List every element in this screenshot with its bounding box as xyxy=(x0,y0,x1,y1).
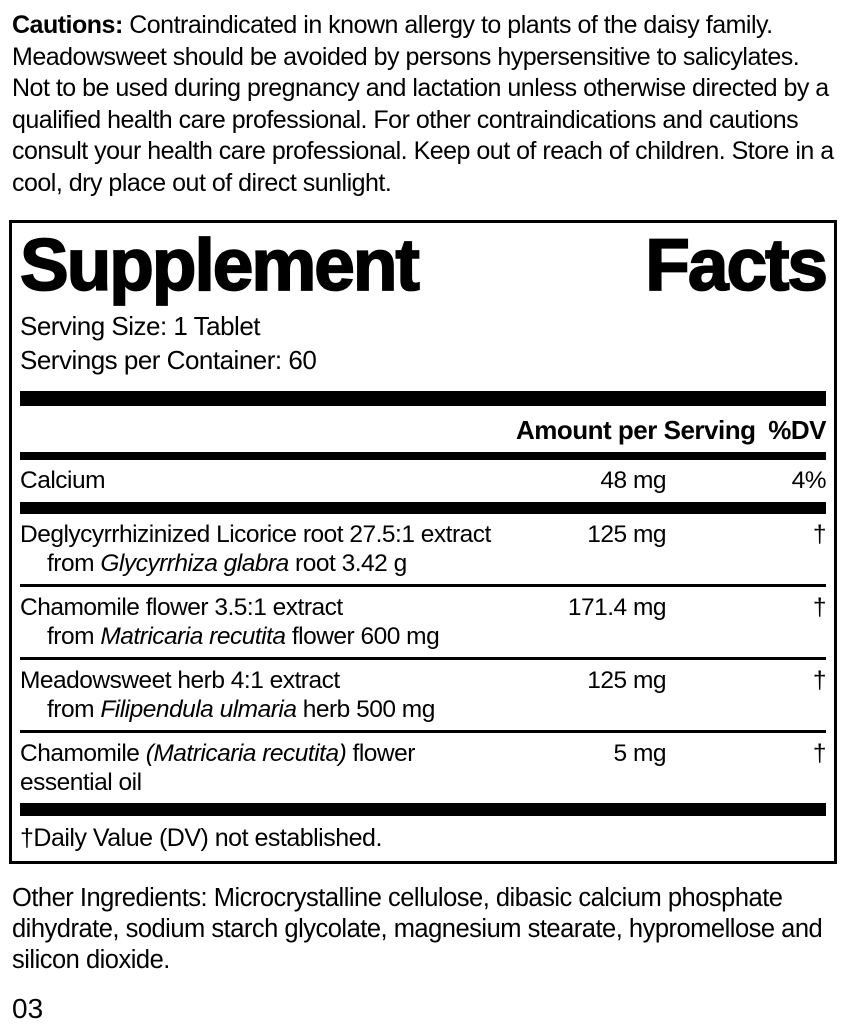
name-text: Chamomile flower 3.5:1 extract xyxy=(20,594,343,621)
ingredient-dv: † xyxy=(812,594,827,621)
ingredient-row-meadowsweet: Meadowsweet herb 4:1 extract from Filipe… xyxy=(20,660,827,730)
ingredient-name-line1: Chamomile flower 3.5:1 extract xyxy=(20,593,516,622)
name-text: flower 600 mg xyxy=(285,623,440,650)
serving-size: Serving Size: 1 Tablet xyxy=(20,311,261,341)
ingredient-amount: 125 mg xyxy=(587,521,666,548)
ingredient-name: Chamomile flower 3.5:1 extract from Matr… xyxy=(20,593,516,651)
ingredient-dv: † xyxy=(812,521,827,548)
other-ingredients-paragraph: Other Ingredients: Microcrystalline cell… xyxy=(12,884,823,974)
ingredient-name: Calcium xyxy=(20,467,106,494)
name-text: flower xyxy=(346,740,416,767)
dv-header: %DV xyxy=(768,415,826,445)
name-text: essential oil xyxy=(20,769,142,796)
latin-name: Glycyrrhiza glabra xyxy=(100,550,289,577)
ingredient-amount: 171.4 mg xyxy=(567,594,667,621)
ingredient-name-line2: from Glycyrrhiza glabra root 3.42 g xyxy=(20,549,516,578)
ingredient-amount: 125 mg xyxy=(587,667,666,694)
cautions-label: Cautions: xyxy=(12,11,123,39)
dv-footnote: †Daily Value (DV) not established. xyxy=(20,824,382,852)
amount-per-serving-header: Amount per Serving xyxy=(516,415,756,445)
supplement-facts-panel: Supplement Facts Serving Size: 1 Tablet … xyxy=(9,220,837,864)
panel-title: Supplement Facts xyxy=(19,224,829,307)
latin-name: (Matricaria recutita) xyxy=(145,740,347,767)
row-divider xyxy=(20,730,826,733)
ingredient-dv: 4% xyxy=(791,467,827,494)
ingredient-name-line2: from Filipendula ulmaria herb 500 mg xyxy=(20,695,516,724)
ingredient-name-line2: from Matricaria recutita flower 600 mg xyxy=(20,622,516,651)
ingredient-row-licorice: Deglycyrrhizinized Licorice root 27.5:1 … xyxy=(20,514,827,584)
latin-name: Matricaria recutita xyxy=(100,623,286,650)
ingredient-row-calcium: Calcium 48 mg 4% xyxy=(20,460,827,502)
name-text: root 3.42 g xyxy=(288,550,407,577)
name-text: from xyxy=(47,623,101,650)
ingredient-row-chamomile-flower: Chamomile flower 3.5:1 extract from Matr… xyxy=(20,587,827,657)
ingredient-amount: 48 mg xyxy=(600,467,666,494)
ingredient-name-line2: essential oil xyxy=(20,768,516,797)
ingredient-name-line1: Deglycyrrhizinized Licorice root 27.5:1 … xyxy=(20,520,516,549)
ingredient-amount: 5 mg xyxy=(613,740,667,767)
ingredient-name: Deglycyrrhizinized Licorice root 27.5:1 … xyxy=(20,520,516,578)
header-divider xyxy=(20,452,826,460)
panel-title-word1: Supplement xyxy=(19,224,421,307)
thick-divider-bottom xyxy=(20,803,826,816)
name-text: from xyxy=(47,550,101,577)
ingredient-name: Chamomile (Matricaria recutita) flower e… xyxy=(20,739,516,797)
name-text: from xyxy=(47,696,101,723)
panel-title-word2: Facts xyxy=(644,224,828,307)
name-text: Deglycyrrhizinized Licorice root 27.5:1 … xyxy=(20,521,491,548)
footer-code: 03 xyxy=(12,993,44,1024)
calcium-divider xyxy=(20,502,826,514)
servings-per-container: Servings per Container: 60 xyxy=(20,345,317,375)
latin-name: Filipendula ulmaria xyxy=(100,696,297,723)
ingredient-name: Meadowsweet herb 4:1 extract from Filipe… xyxy=(20,666,516,724)
thick-divider-top xyxy=(20,391,826,406)
cautions-paragraph: Cautions: Contraindicated in known aller… xyxy=(12,10,835,199)
row-divider xyxy=(20,584,826,587)
name-text: Chamomile xyxy=(20,740,146,767)
cautions-text: Contraindicated in known allergy to plan… xyxy=(12,11,834,197)
ingredient-dv: † xyxy=(812,740,827,767)
ingredient-name-line1: Meadowsweet herb 4:1 extract xyxy=(20,666,516,695)
name-text: herb 500 mg xyxy=(296,696,436,723)
row-divider xyxy=(20,657,826,660)
ingredient-dv: † xyxy=(812,667,827,694)
name-text: Meadowsweet herb 4:1 extract xyxy=(20,667,340,694)
ingredient-row-chamomile-oil: Chamomile (Matricaria recutita) flower e… xyxy=(20,733,827,803)
header-spacer xyxy=(20,415,516,445)
column-header-row: Amount per Serving %DV xyxy=(20,406,827,452)
ingredient-name-line1: Chamomile (Matricaria recutita) flower xyxy=(20,739,516,768)
